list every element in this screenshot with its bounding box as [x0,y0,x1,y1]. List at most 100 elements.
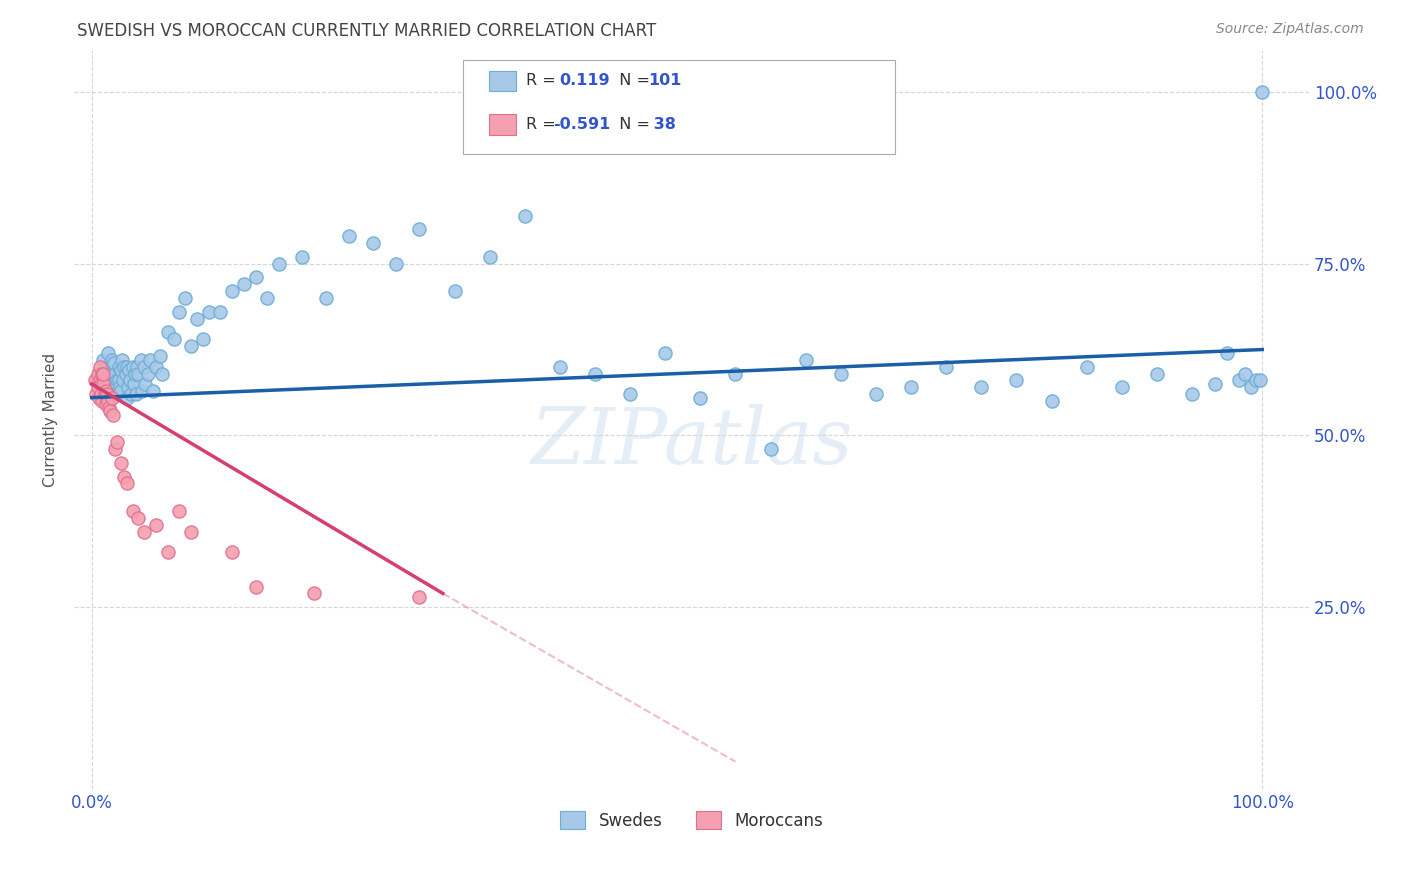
Y-axis label: Currently Married: Currently Married [44,353,58,487]
Point [1040,394,1063,409]
Point [1111,380,1133,394]
Point [107,374,129,388]
Point [315,291,337,305]
Point [97,346,120,360]
Point [93,367,115,381]
FancyBboxPatch shape [489,70,516,91]
Point [115,359,138,374]
Point [131,384,153,398]
Point [115,391,138,405]
Point [127,511,149,525]
Point [145,359,167,374]
Point [1239,380,1261,394]
Point [162,332,184,346]
Point [583,367,606,381]
Point [150,367,173,381]
Point [121,504,143,518]
Point [94,370,117,384]
Point [94,397,117,411]
Point [169,304,191,318]
Point [101,367,124,381]
Point [794,352,817,367]
Point [1246,374,1268,388]
Point [96,387,118,401]
Point [93,380,115,394]
Point [103,356,125,370]
Point [1204,376,1226,391]
Point [114,367,136,381]
Point [186,311,208,326]
Point [91,367,114,381]
Point [112,469,135,483]
Point [156,545,179,559]
Point [120,387,142,401]
Point [970,380,993,394]
Point [156,326,179,340]
Point [89,374,111,388]
Point [1251,85,1274,99]
Point [100,376,122,391]
Point [134,524,156,539]
Point [267,257,290,271]
Point [134,359,156,374]
Point [191,332,214,346]
Text: N =: N = [609,117,655,132]
Point [93,376,115,391]
Point [408,222,430,236]
Point [408,590,430,604]
Text: -0.591: -0.591 [554,117,610,132]
Point [107,387,129,401]
Point [759,442,782,457]
Point [1146,367,1168,381]
Point [104,442,127,457]
Point [1227,374,1250,388]
Point [548,359,571,374]
Point [100,404,122,418]
Point [97,394,120,409]
Point [174,291,197,305]
Point [90,387,112,401]
Point [1249,374,1271,388]
Point [291,250,314,264]
Point [443,284,465,298]
Point [125,387,148,401]
Point [98,387,121,401]
Point [129,352,152,367]
Point [105,380,128,394]
Text: ZIPatlas: ZIPatlas [530,404,853,480]
Point [111,352,134,367]
Point [724,367,747,381]
Text: SWEDISH VS MOROCCAN CURRENTLY MARRIED CORRELATION CHART: SWEDISH VS MOROCCAN CURRENTLY MARRIED CO… [77,22,657,40]
Point [654,346,676,360]
Point [209,304,232,318]
Text: 101: 101 [648,73,682,88]
Point [110,456,132,470]
FancyBboxPatch shape [489,114,516,135]
Point [302,586,325,600]
Point [136,367,159,381]
Point [385,257,408,271]
Point [134,376,156,391]
Point [112,359,135,374]
Point [337,229,360,244]
Point [1216,346,1239,360]
Point [107,374,129,388]
Point [121,359,143,374]
Point [104,387,127,401]
Point [90,387,112,401]
Text: Source: ZipAtlas.com: Source: ZipAtlas.com [1216,22,1364,37]
Point [86,367,108,381]
Point [127,367,149,381]
Point [107,359,129,374]
Point [148,350,170,364]
Point [100,391,122,405]
Point [100,352,122,367]
Point [361,235,384,250]
Text: 0.119: 0.119 [560,73,610,88]
Point [94,394,117,409]
Point [122,376,145,391]
Point [110,384,132,398]
Point [1181,387,1204,401]
Point [1005,374,1028,388]
Point [86,387,108,401]
